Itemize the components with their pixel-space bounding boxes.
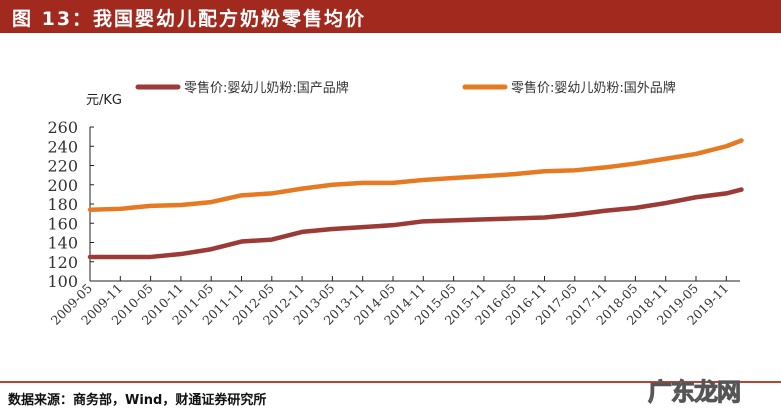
figure-title: 图 13：我国婴幼儿配方奶粉零售均价 bbox=[12, 8, 367, 30]
y-tick-label: 140 bbox=[47, 234, 78, 253]
line-chart: 100120140160180200220240260元/KG2009-0520… bbox=[47, 80, 744, 328]
y-tick-label: 220 bbox=[47, 157, 78, 176]
footer-divider bbox=[0, 381, 781, 383]
y-tick-label: 240 bbox=[47, 137, 78, 156]
series-line-0 bbox=[87, 187, 744, 260]
legend-label-0: 零售价:婴幼儿奶粉:国产品牌 bbox=[184, 80, 349, 96]
source-note: 数据来源：商务部，Wind，财通证券研究所 bbox=[8, 393, 267, 408]
y-tick-label: 180 bbox=[47, 195, 78, 214]
series-line-1 bbox=[87, 138, 744, 213]
y-tick-label: 120 bbox=[47, 253, 78, 272]
y-tick-label: 200 bbox=[47, 176, 78, 195]
watermark-logo: 广东龙网 bbox=[648, 378, 742, 407]
legend-label-1: 零售价:婴幼儿奶粉:国外品牌 bbox=[511, 80, 676, 96]
title-bar: 图 13：我国婴幼儿配方奶粉零售均价 bbox=[0, 0, 781, 33]
y-axis-label: 元/KG bbox=[86, 93, 122, 108]
y-tick-label: 160 bbox=[47, 214, 78, 233]
y-tick-label: 100 bbox=[47, 272, 78, 291]
y-tick-label: 260 bbox=[47, 118, 78, 137]
